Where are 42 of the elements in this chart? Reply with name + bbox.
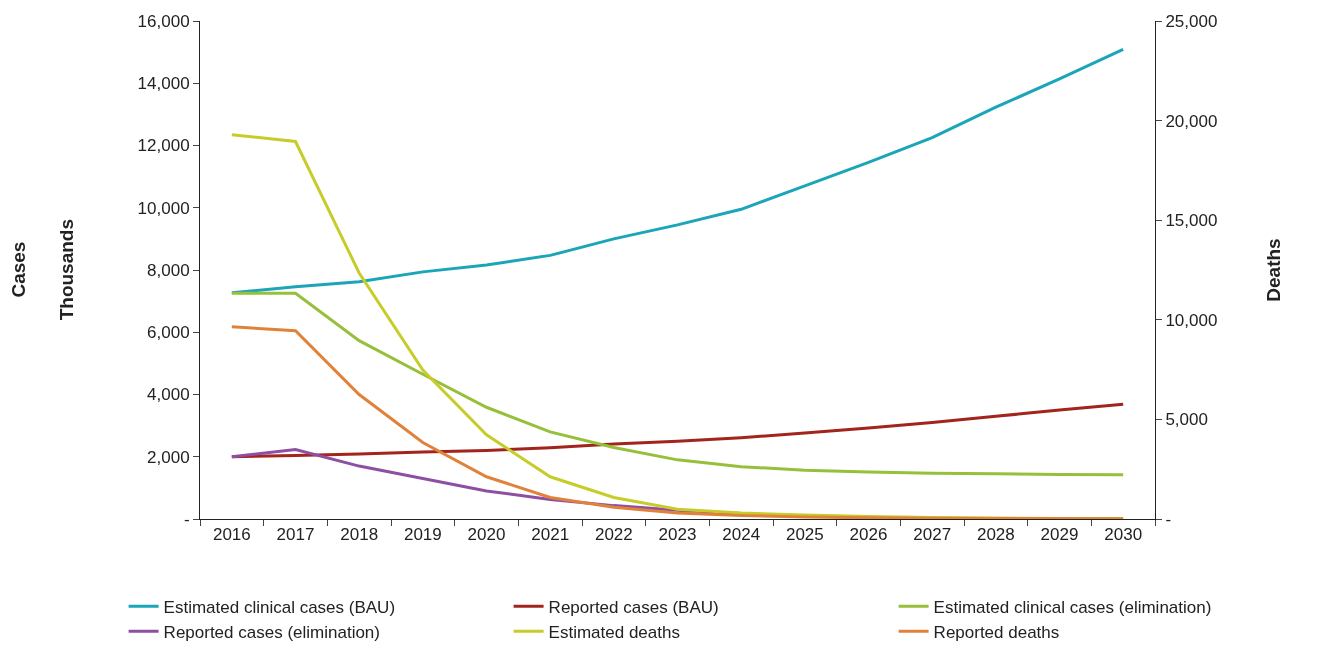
y2-tick-label: 25,000 xyxy=(1165,11,1218,31)
x-tick-label: 2030 xyxy=(1104,525,1143,545)
x-tick-label: 2026 xyxy=(849,525,888,545)
x-tick-label: 2017 xyxy=(276,525,315,545)
y-tick-label: - xyxy=(183,509,190,529)
x-tick-label: 2025 xyxy=(785,525,824,545)
y2-tick-label: 15,000 xyxy=(1165,211,1218,231)
y2-tick-label: 10,000 xyxy=(1165,310,1218,330)
legend-label: Estimated clinical cases (elimination) xyxy=(933,597,1212,617)
legend-label: Reported deaths xyxy=(933,623,1060,642)
y2-tick-label: 20,000 xyxy=(1165,111,1218,131)
text: Thousands xyxy=(56,218,78,321)
text: Cases xyxy=(7,241,29,298)
y-tick-label: 12,000 xyxy=(137,136,190,156)
y-tick-label: 16,000 xyxy=(137,11,190,31)
line-series xyxy=(230,325,1125,519)
x-tick-label: 2016 xyxy=(212,525,251,545)
x-tick-label: 2018 xyxy=(340,525,379,545)
x-tick-label: 2027 xyxy=(913,525,952,545)
y2-axis-title: Deaths xyxy=(1263,238,1285,302)
x-tick-label: 2019 xyxy=(403,525,442,545)
y2-tick-label: 5,000 xyxy=(1165,410,1208,430)
legend-label: Estimated clinical cases (BAU) xyxy=(163,597,396,617)
x-tick-label: 2028 xyxy=(976,525,1015,545)
y-tick-label: 8,000 xyxy=(147,260,190,280)
x-tick-label: 2024 xyxy=(722,525,761,545)
line-series xyxy=(230,291,1125,477)
x-tick-label: 2023 xyxy=(658,525,697,545)
y-tick-label: 4,000 xyxy=(147,385,190,405)
y-tick-label: 10,000 xyxy=(137,198,190,218)
legend-label: Reported cases (BAU) xyxy=(548,597,719,617)
x-tick-label: 2020 xyxy=(467,525,506,545)
y-tick-label: 2,000 xyxy=(147,447,190,467)
y-tick-label: 14,000 xyxy=(137,74,190,94)
line-series xyxy=(230,47,1125,295)
x-tick-label: 2021 xyxy=(531,525,570,545)
legend-label: Estimated deaths xyxy=(548,623,680,642)
y2-tick-label: - xyxy=(1165,509,1172,529)
x-tick-label: 2029 xyxy=(1040,525,1079,545)
legend-label: Reported cases (elimination) xyxy=(163,623,380,642)
y-tick-label: 6,000 xyxy=(147,323,190,343)
x-tick-label: 2022 xyxy=(594,525,633,545)
